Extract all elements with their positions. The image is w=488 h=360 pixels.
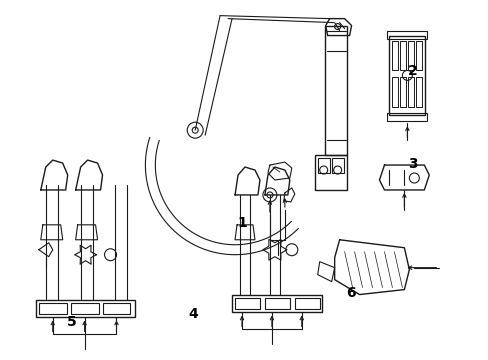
Bar [407,77,413,107]
Text: 5: 5 [66,315,76,329]
Bar [39,302,66,315]
Bar [235,298,260,310]
Bar [102,302,130,315]
Bar [400,41,406,71]
Bar [331,158,343,173]
Bar [392,41,398,71]
Bar [294,298,319,310]
Bar [415,41,422,71]
Bar [232,294,321,312]
Text: 3: 3 [407,157,417,171]
Bar [324,26,346,155]
Bar [314,155,346,190]
Bar [388,36,425,115]
Bar [386,113,427,121]
Text: 2: 2 [407,64,417,78]
Text: 1: 1 [237,216,246,230]
Bar [264,298,289,310]
Bar [400,77,406,107]
Bar [392,77,398,107]
Bar [36,300,135,318]
Bar [317,158,329,173]
Bar [415,77,422,107]
Bar [71,302,99,315]
Bar [407,41,413,71]
Bar [386,31,427,39]
Text: 4: 4 [188,307,198,321]
Text: 6: 6 [345,286,355,300]
